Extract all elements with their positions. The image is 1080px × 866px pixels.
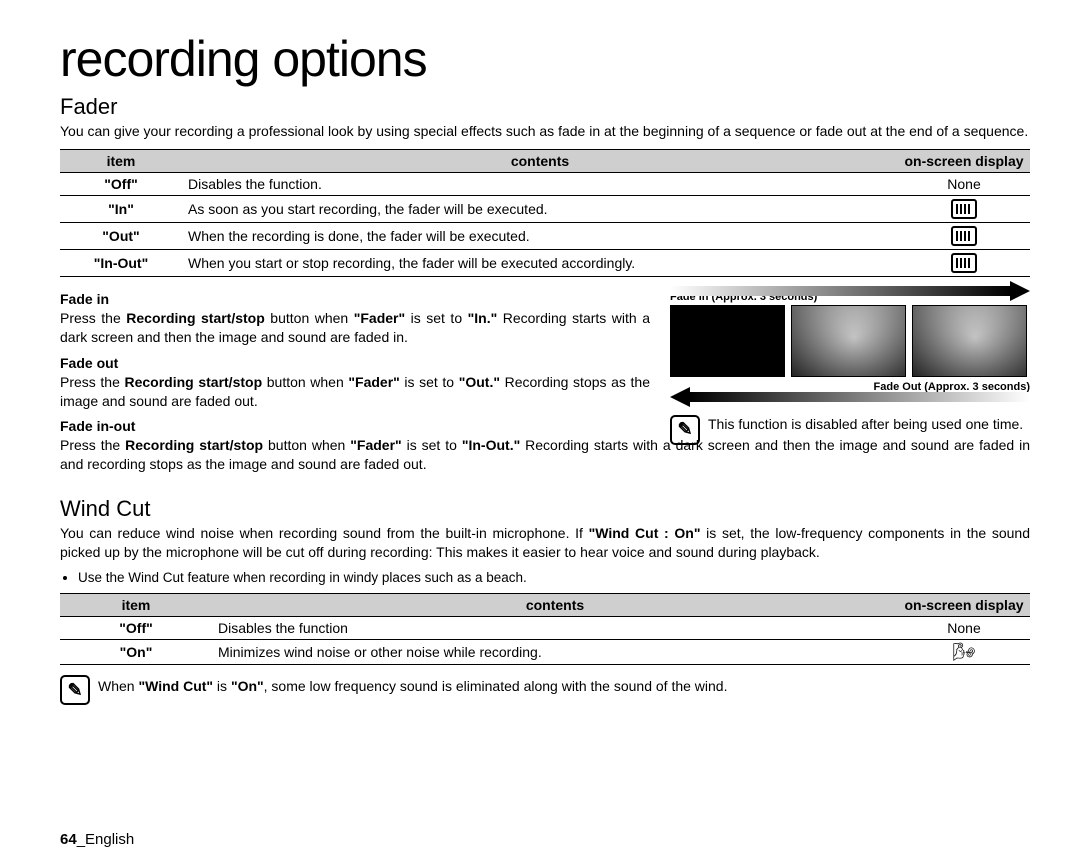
windcut-intro: You can reduce wind noise when recording… [60,524,1030,562]
cell-contents: Disables the function. [182,172,898,195]
cell-item: "Off" [60,617,212,640]
table-row: "Off" Disables the function. None [60,172,1030,195]
cell-display [898,222,1030,249]
table-row: "On" Minimizes wind noise or other noise… [60,640,1030,665]
fader-display-icon [951,226,977,246]
fadeout-label: Fade out [60,355,650,371]
fader-text-column: Fade in Press the Recording start/stop b… [60,285,650,482]
fader-note: This function is disabled after being us… [670,415,1030,445]
col-header-contents: contents [212,594,898,617]
cell-display: None [898,617,1030,640]
page-footer: 64_English [60,831,134,848]
cell-contents: Disables the function [212,617,898,640]
fader-diagram-column: Fade In (Approx. 3 seconds) Fade Out (Ap… [670,285,1030,482]
list-item: Use the Wind Cut feature when recording … [78,570,1030,585]
windcut-note: When "Wind Cut" is "On", some low freque… [60,675,1030,705]
page-language: English [85,831,134,848]
section-heading-fader: Fader [60,94,1030,120]
manual-page: recording options Fader You can give you… [0,0,1080,866]
windcut-note-text: When "Wind Cut" is "On", some low freque… [98,677,727,696]
page-underscore: _ [77,831,85,848]
windcut-display-icon: 🌬 [953,643,976,661]
cell-contents: When the recording is done, the fader wi… [182,222,898,249]
fadein-label: Fade in [60,291,650,307]
thumb-image [912,305,1027,377]
cell-contents: As soon as you start recording, the fade… [182,195,898,222]
fader-intro: You can give your recording a profession… [60,122,1030,141]
col-header-item: item [60,594,212,617]
cell-display: None [898,172,1030,195]
fadein-text: Press the Recording start/stop button wh… [60,309,650,347]
cell-display: 🌬 [898,640,1030,665]
fadeout-text: Press the Recording start/stop button wh… [60,373,650,411]
cell-item: "Out" [60,222,182,249]
fader-display-icon [951,253,977,273]
windcut-bullets: Use the Wind Cut feature when recording … [60,570,1030,585]
cell-display [898,195,1030,222]
cell-contents: When you start or stop recording, the fa… [182,249,898,276]
thumb-image [791,305,906,377]
page-title: recording options [60,30,1030,88]
table-header-row: item contents on-screen display [60,594,1030,617]
fader-details: Fade in Press the Recording start/stop b… [60,285,1030,482]
table-row: "In-Out" When you start or stop recordin… [60,249,1030,276]
fader-note-text: This function is disabled after being us… [708,415,1023,434]
cell-item: "In-Out" [60,249,182,276]
cell-item: "Off" [60,172,182,195]
note-icon [60,675,90,705]
fade-diagram: Fade In (Approx. 3 seconds) Fade Out (Ap… [670,285,1030,401]
page-number: 64 [60,831,77,848]
note-icon [670,415,700,445]
fader-table: item contents on-screen display "Off" Di… [60,149,1030,277]
table-row: "In" As soon as you start recording, the… [60,195,1030,222]
col-header-item: item [60,149,182,172]
windcut-table: item contents on-screen display "Off" Di… [60,593,1030,665]
cell-item: "In" [60,195,182,222]
cell-contents: Minimizes wind noise or other noise whil… [212,640,898,665]
fadeinout-label: Fade in-out [60,418,650,434]
table-row: "Off" Disables the function None [60,617,1030,640]
section-heading-windcut: Wind Cut [60,496,1030,522]
table-row: "Out" When the recording is done, the fa… [60,222,1030,249]
col-header-display: on-screen display [898,149,1030,172]
col-header-contents: contents [182,149,898,172]
table-header-row: item contents on-screen display [60,149,1030,172]
thumb-black [670,305,785,377]
col-header-display: on-screen display [898,594,1030,617]
cell-display [898,249,1030,276]
cell-item: "On" [60,640,212,665]
fader-display-icon [951,199,977,219]
fade-thumbnails [670,305,1030,377]
